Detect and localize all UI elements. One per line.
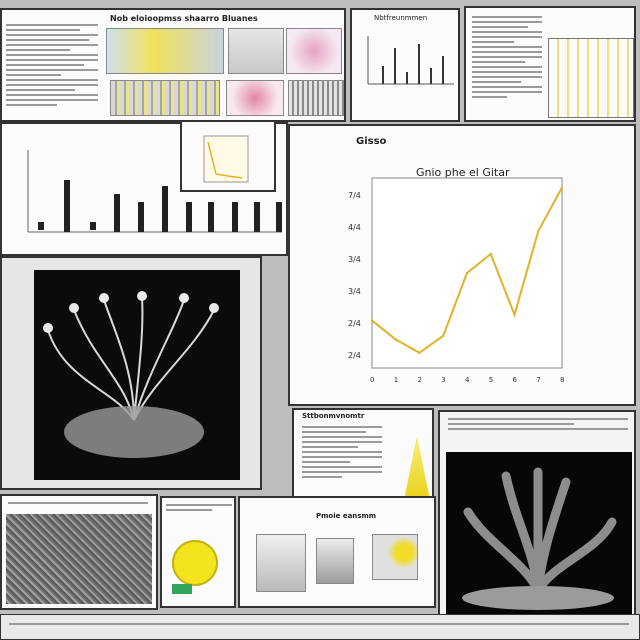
- x-tick-label: 1: [394, 376, 398, 384]
- y-tick-label: 2/4: [348, 319, 361, 328]
- coral-specimen: [462, 467, 617, 610]
- data-point: [489, 252, 492, 256]
- texture-image: [6, 514, 152, 604]
- yellow-circle-panel: [160, 496, 236, 608]
- yellow-wedge-figure: [404, 436, 430, 500]
- data-point: [465, 271, 469, 275]
- striped-thumbnail: [110, 80, 220, 116]
- x-tick-label: 8: [560, 376, 564, 384]
- main-chart-title: Gnio phe el Gitar: [416, 166, 510, 179]
- right-panel-caption-lines: [448, 418, 628, 433]
- top-left-panel-title: Nob eloioopmss shaarro Bluanes: [110, 14, 258, 23]
- x-tick-label: 0: [370, 376, 374, 384]
- main-chart-header: Gisso: [356, 136, 387, 147]
- x-tick-label: 3: [441, 376, 445, 384]
- main-line-chart: 7/4 4/4 3/4 3/4 2/4 2/4 0 1 2 3 4 5 6 7 8: [348, 177, 564, 384]
- y-tick-label: 3/4: [348, 287, 361, 296]
- sketch-figure: [548, 38, 634, 118]
- data-point: [418, 351, 421, 354]
- room-thumbnail: [228, 28, 284, 74]
- bottom-center-photo-2: [316, 538, 354, 584]
- bottom-center-photo-1: [256, 534, 306, 592]
- mini-bar-chart: [367, 36, 454, 85]
- branching-specimen: [43, 291, 219, 458]
- mid-right-panel-title: Sttbonmvnomtr: [302, 412, 365, 420]
- yellow-sculpture-thumbnail: [106, 28, 224, 74]
- mid-right-text-block: [302, 426, 382, 481]
- right-specimen-panel: [438, 410, 636, 626]
- footer-strip: [0, 614, 640, 640]
- data-point: [394, 338, 397, 341]
- top-right-document-panel: [464, 6, 636, 122]
- coral-specimen-image: [446, 452, 632, 622]
- x-tick-label: 7: [536, 376, 540, 384]
- specimen-dark-image: [34, 270, 240, 480]
- y-tick-label: 7/4: [348, 191, 361, 200]
- bottom-center-panel-title: Pmoie eansmm: [316, 512, 377, 520]
- small-inset-chart: [180, 120, 276, 192]
- specimen-image-panel: [0, 256, 262, 490]
- bottom-left-texture-panel: [0, 494, 158, 610]
- pink-object-thumbnail: [286, 28, 342, 74]
- top-left-document-panel: Nob eloioopmss shaarro Bluanes: [0, 8, 346, 122]
- y-tick-label: 3/4: [348, 255, 361, 264]
- top-center-panel-title: Nbtfreunmmen: [374, 14, 428, 22]
- top-left-text-block: [6, 24, 98, 109]
- x-tick-label: 4: [465, 376, 470, 384]
- main-line-chart-panel: Gisso Gnio phe el Gitar 7/4 4/4 3/4 3/4 2/4 2…: [288, 124, 636, 406]
- green-accent: [172, 584, 192, 594]
- pink-detail-thumbnail: [226, 80, 284, 116]
- footer-lines: [9, 623, 629, 628]
- striped-thumbnail-2: [288, 80, 344, 116]
- inset-line-chart: [203, 135, 249, 183]
- bottom-center-photo-3: [372, 534, 418, 580]
- y-tick-label: 4/4: [348, 223, 361, 232]
- y-tick-label: 2/4: [348, 351, 361, 360]
- top-center-chart-panel: Nbtfreunmmen: [350, 8, 460, 122]
- data-point: [442, 334, 445, 337]
- x-tick-label: 6: [513, 376, 518, 384]
- data-point: [560, 186, 564, 189]
- data-point: [370, 319, 374, 322]
- mid-right-document-panel: Sttbonmvnomtr: [292, 408, 434, 502]
- yellow-panel-caption-lines: [166, 504, 232, 514]
- data-point: [513, 313, 516, 316]
- dot-bar-chart: [27, 150, 282, 233]
- data-point: [537, 230, 540, 233]
- bottom-center-document-panel: Pmoie eansmm: [238, 496, 436, 608]
- x-tick-label: 5: [489, 376, 493, 384]
- yellow-circle-figure: [172, 540, 218, 586]
- bottom-left-caption-lines: [8, 502, 148, 507]
- top-right-text-block: [472, 16, 542, 101]
- x-tick-label: 2: [418, 376, 422, 384]
